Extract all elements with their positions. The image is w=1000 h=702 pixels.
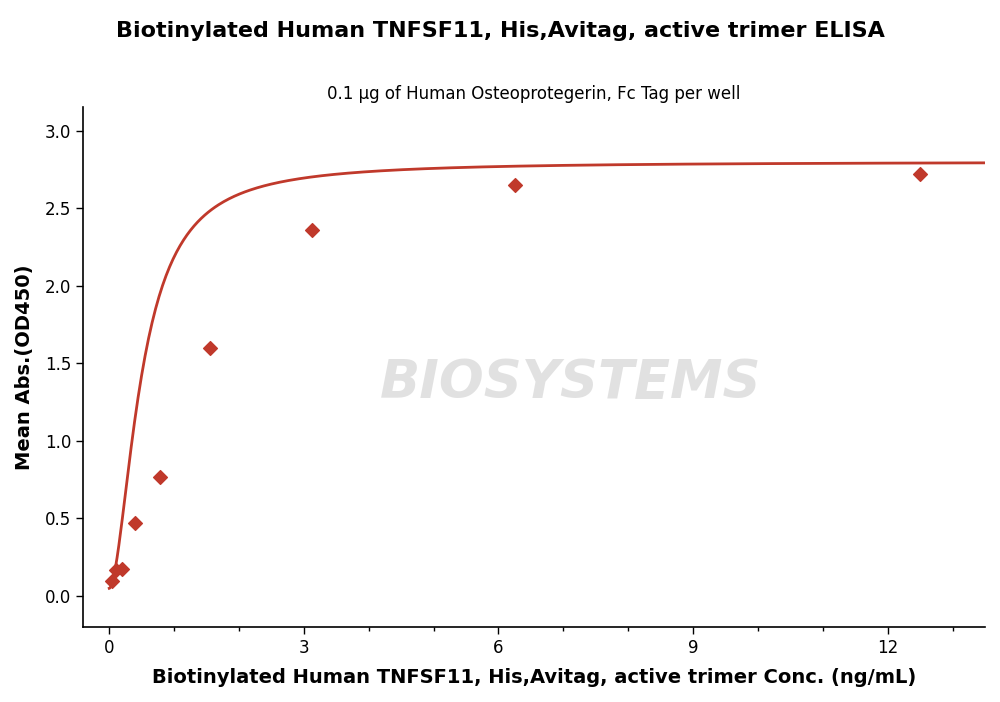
Point (127, 517, 143, 529)
Point (108, 565, 124, 576)
Text: BIOSYSTEMS: BIOSYSTEMS (379, 357, 761, 409)
Point (104, 575, 120, 586)
Text: Biotinylated Human TNFSF11, His,Avitag, active trimer ELISA: Biotinylated Human TNFSF11, His,Avitag, … (116, 21, 884, 41)
Point (114, 563, 130, 574)
Title: 0.1 μg of Human Osteoprotegerin, Fc Tag per well: 0.1 μg of Human Osteoprotegerin, Fc Tag … (327, 85, 741, 103)
Point (304, 225, 320, 236)
Point (152, 471, 168, 482)
Point (912, 168, 928, 180)
X-axis label: Biotinylated Human TNFSF11, His,Avitag, active trimer Conc. (ng/mL): Biotinylated Human TNFSF11, His,Avitag, … (152, 668, 916, 687)
Y-axis label: Mean Abs.(OD450): Mean Abs.(OD450) (15, 265, 34, 470)
Point (202, 343, 218, 354)
Point (507, 180, 523, 191)
